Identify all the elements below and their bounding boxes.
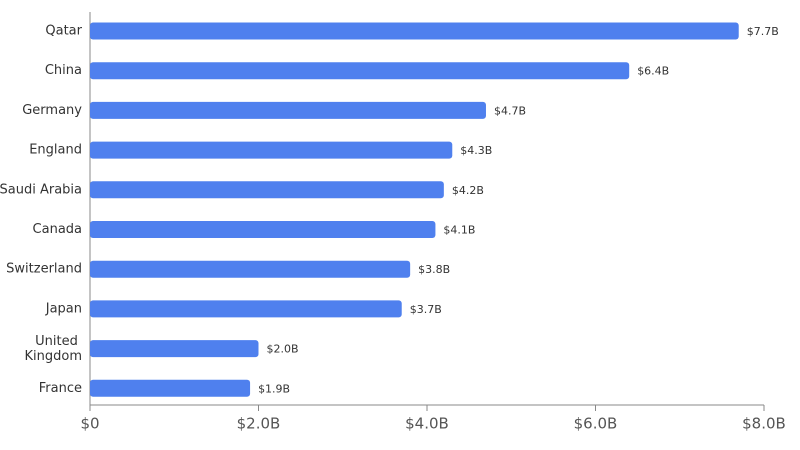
y-tick-label: Germany bbox=[22, 103, 82, 118]
value-label: $4.7B bbox=[494, 104, 526, 117]
bar bbox=[90, 62, 630, 80]
y-tick-label: Canada bbox=[33, 222, 82, 237]
value-label: $4.3B bbox=[460, 144, 492, 157]
y-tick-label: Saudi Arabia bbox=[0, 182, 82, 197]
value-label: $6.4B bbox=[637, 65, 669, 78]
bar bbox=[90, 340, 259, 358]
y-tick-label: Japan bbox=[45, 301, 82, 316]
y-tick-label: Switzerland bbox=[6, 262, 82, 277]
x-tick-label: $8.0B bbox=[742, 415, 786, 433]
y-tick-label: Qatar bbox=[45, 24, 82, 39]
bar bbox=[90, 181, 444, 199]
bar bbox=[90, 300, 402, 318]
y-tick-label: France bbox=[39, 381, 82, 396]
value-label: $3.7B bbox=[410, 303, 442, 316]
x-tick-label: $2.0B bbox=[237, 415, 281, 433]
value-label: $3.8B bbox=[418, 263, 450, 276]
x-tick-label: $4.0B bbox=[405, 415, 449, 433]
value-label: $4.1B bbox=[443, 224, 475, 237]
x-tick-label: $6.0B bbox=[574, 415, 618, 433]
x-tick-label: $0 bbox=[80, 415, 99, 433]
bar bbox=[90, 260, 411, 278]
value-label: $7.7B bbox=[747, 25, 779, 38]
y-tick-label: England bbox=[29, 143, 82, 158]
bar bbox=[90, 141, 453, 159]
bar bbox=[90, 221, 436, 238]
value-label: $2.0B bbox=[267, 343, 299, 356]
bar bbox=[90, 22, 739, 40]
value-label: $1.9B bbox=[258, 382, 290, 395]
y-tick-label: United Kingdom bbox=[25, 334, 83, 364]
value-label: $4.2B bbox=[452, 184, 484, 197]
y-tick-label: China bbox=[45, 63, 82, 78]
bar bbox=[90, 379, 251, 397]
bar bbox=[90, 101, 486, 119]
